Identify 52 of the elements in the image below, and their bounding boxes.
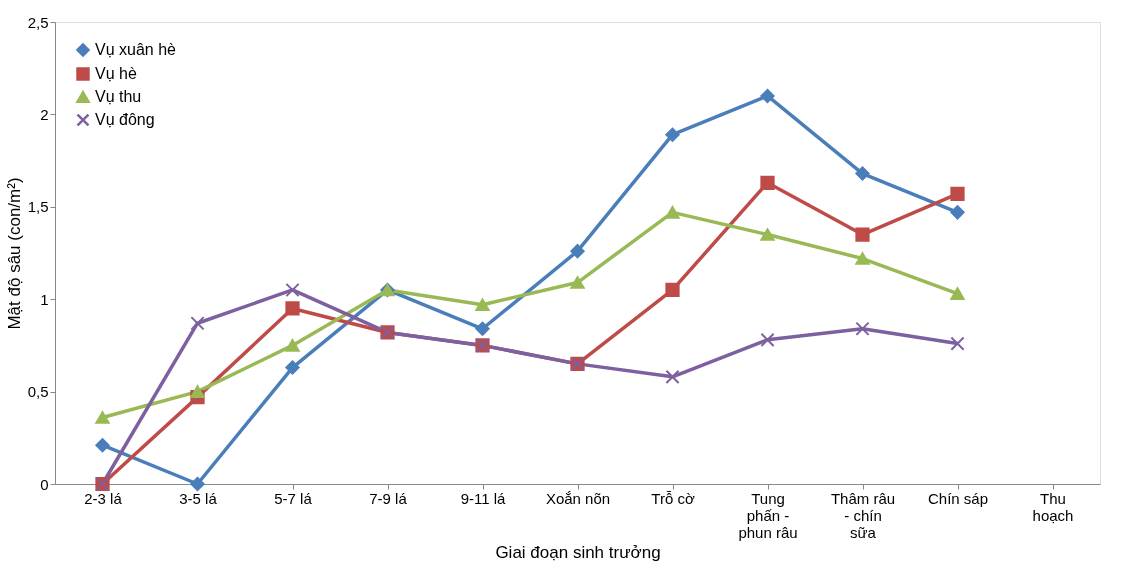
point bbox=[855, 227, 870, 242]
y-tick-label: 0 bbox=[40, 475, 49, 493]
x-tick-label: Thu hoạch bbox=[1032, 489, 1074, 524]
point bbox=[285, 301, 300, 316]
point bbox=[190, 385, 205, 398]
point bbox=[855, 166, 870, 181]
point bbox=[950, 186, 965, 201]
y-tick-label: 2,5 bbox=[27, 13, 49, 31]
y-tick-label: 2 bbox=[40, 105, 49, 123]
x-tick-label: Thâm râu - chín sữa bbox=[830, 489, 896, 541]
x-tick-label: Tung phấn - phun râu bbox=[738, 489, 798, 541]
point bbox=[475, 321, 490, 336]
point bbox=[950, 287, 965, 300]
point bbox=[570, 244, 585, 259]
x-tick-label: 9-11 lá bbox=[460, 489, 507, 507]
point bbox=[665, 127, 680, 142]
point bbox=[570, 276, 585, 289]
point bbox=[855, 321, 870, 336]
x-tick-label: Trỗ cờ bbox=[651, 489, 695, 507]
legend-label: Vụ đông bbox=[95, 111, 155, 128]
y-axis-title: Mật độ sâu (con/m²) bbox=[4, 177, 24, 330]
point bbox=[760, 175, 775, 190]
y-tick-label: 0,5 bbox=[27, 383, 49, 401]
point bbox=[190, 476, 205, 492]
point bbox=[285, 360, 300, 375]
x-tick-label: Chín sáp bbox=[927, 489, 989, 507]
point bbox=[95, 438, 110, 453]
point bbox=[760, 88, 775, 104]
legend-label: Vụ hè bbox=[95, 65, 137, 82]
point bbox=[665, 282, 680, 298]
point bbox=[760, 228, 775, 241]
point bbox=[950, 205, 965, 220]
point bbox=[190, 316, 205, 331]
point bbox=[95, 411, 110, 424]
x-tick-label: 3-5 lá bbox=[179, 489, 218, 507]
legend-label: Vụ xuân hè bbox=[95, 41, 177, 58]
point bbox=[665, 206, 680, 219]
point bbox=[855, 252, 870, 265]
x-tick-label: Xoắn nõn bbox=[545, 489, 611, 507]
point bbox=[665, 369, 680, 384]
point bbox=[285, 339, 300, 352]
x-tick-label: 5-7 lá bbox=[274, 489, 313, 507]
point bbox=[285, 282, 300, 298]
y-tick-label: 1,5 bbox=[27, 198, 49, 216]
point bbox=[760, 332, 775, 347]
point bbox=[950, 336, 965, 351]
y-tick-label: 1 bbox=[40, 290, 49, 308]
x-tick-label: 7-9 lá bbox=[369, 489, 408, 507]
legend-label: Vụ thu bbox=[95, 88, 142, 105]
x-axis-title: Giai đoạn sinh trưởng bbox=[495, 542, 661, 562]
x-tick-label: 2-3 lá bbox=[84, 489, 123, 507]
point bbox=[475, 298, 490, 312]
